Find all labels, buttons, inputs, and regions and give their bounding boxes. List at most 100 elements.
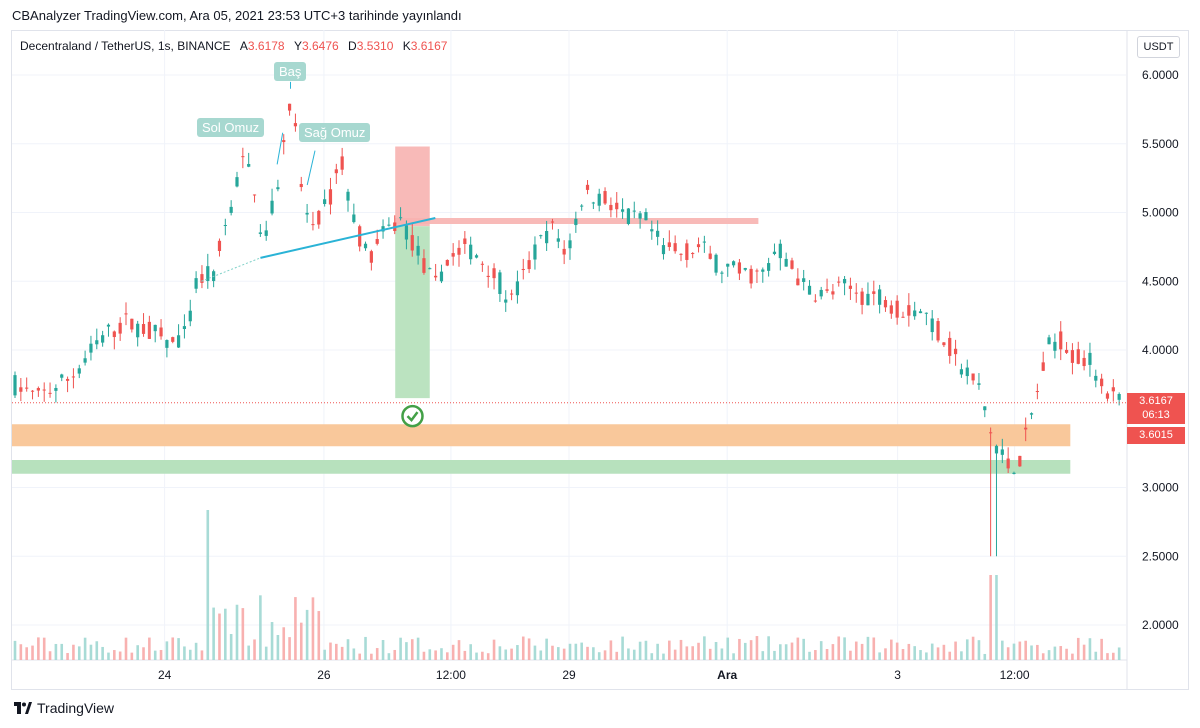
volume-bar: [469, 644, 472, 660]
candle-body: [1012, 472, 1016, 474]
candle-body: [796, 278, 800, 286]
volume-bar: [527, 638, 531, 660]
volume-bar: [422, 651, 426, 660]
volume-bar: [732, 653, 735, 660]
candle-body: [603, 191, 607, 204]
volume-bar: [171, 637, 175, 660]
candle-body: [848, 285, 853, 289]
volume-bar: [679, 639, 683, 660]
volume-bar: [358, 653, 361, 660]
y-tick-label: 5.0000: [1142, 206, 1179, 220]
candle-body: [89, 343, 93, 353]
candle-body: [620, 209, 625, 212]
candle-body: [83, 358, 87, 363]
volume-bar: [925, 652, 928, 660]
volume-bar: [1036, 644, 1039, 660]
candle-body: [1111, 387, 1115, 392]
volume-bar: [451, 644, 455, 660]
candle-body: [410, 235, 414, 251]
volume-bar: [229, 634, 233, 660]
currency-button[interactable]: USDT: [1137, 36, 1180, 58]
left-shoulder-guide: [276, 132, 284, 165]
volume-bar: [399, 637, 402, 660]
volume-bar: [650, 653, 654, 660]
candle-body: [1064, 349, 1069, 353]
volume-bar: [1065, 648, 1068, 660]
candle-body: [942, 342, 946, 346]
candle-body: [235, 177, 239, 187]
volume-bar: [101, 646, 104, 660]
candle-body: [334, 169, 338, 174]
volume-bar: [656, 643, 659, 660]
volume-bar: [965, 639, 969, 660]
volume-bar: [516, 645, 519, 660]
candle-body: [790, 260, 794, 269]
candle-body: [13, 375, 17, 396]
volume-bar: [790, 642, 794, 660]
candle-body: [638, 213, 642, 219]
volume-bar: [1059, 646, 1063, 660]
volume-bar: [1094, 651, 1098, 660]
footer-brand[interactable]: TradingView: [14, 700, 114, 716]
volume-bar: [685, 646, 689, 660]
volume-bar: [183, 646, 186, 660]
candle-body: [48, 392, 52, 394]
volume-bar: [743, 642, 747, 660]
volume-bar: [475, 652, 478, 660]
candle-body: [550, 221, 555, 223]
candle-body: [743, 267, 747, 270]
candle-body: [644, 212, 648, 221]
volume-bar: [89, 644, 93, 660]
candle-body: [1076, 349, 1080, 364]
volume-bar: [971, 636, 975, 660]
candle-body: [837, 281, 841, 283]
candle-body: [948, 337, 952, 356]
volume-bar: [317, 611, 321, 660]
volume-bar: [726, 637, 730, 660]
x-tick-label: 12:00: [1000, 668, 1030, 682]
volume-bar: [194, 642, 198, 660]
volume-bar: [568, 643, 572, 660]
volume-bar: [755, 636, 759, 660]
candle-body: [521, 268, 525, 271]
candle-body: [323, 199, 327, 205]
candle-body: [1018, 455, 1022, 467]
volume-bar: [1047, 650, 1051, 660]
candle-body: [994, 445, 999, 454]
bar-countdown: 06:13: [1142, 409, 1170, 421]
candle-body: [276, 187, 280, 190]
candle-body: [54, 387, 58, 391]
volume-bar: [814, 650, 817, 660]
volume-bar: [1030, 645, 1033, 660]
y-tick-label: 6.0000: [1142, 68, 1179, 82]
volume-bar: [1053, 646, 1057, 660]
second-price-tag: 3.6015: [1127, 427, 1185, 444]
candle-body: [387, 224, 391, 226]
candle-body: [1100, 378, 1104, 387]
low-value: 3.5310: [356, 39, 394, 53]
volume-bar: [551, 645, 554, 660]
volume-bar: [352, 648, 356, 660]
candle-body: [77, 368, 81, 374]
candle-body: [574, 218, 578, 226]
volume-bar: [738, 638, 741, 660]
volume-bar: [580, 642, 583, 660]
volume-bar: [749, 640, 753, 660]
candle-body: [691, 253, 695, 255]
candle-body: [486, 275, 490, 277]
volume-bar: [901, 649, 905, 660]
candle-body: [252, 194, 257, 196]
candle-body: [422, 258, 426, 273]
candle-body: [591, 202, 595, 204]
candle-body: [527, 260, 531, 270]
candle-body: [1088, 352, 1092, 365]
volume-bar: [486, 653, 490, 660]
x-tick-label: 3: [894, 668, 901, 682]
candle-body: [504, 299, 508, 303]
volume-bar: [83, 637, 87, 660]
tradingview-logo-icon: [14, 702, 32, 714]
volume-bar: [533, 645, 537, 660]
volume-bar: [335, 643, 338, 660]
trend-extension-line: [201, 257, 261, 282]
